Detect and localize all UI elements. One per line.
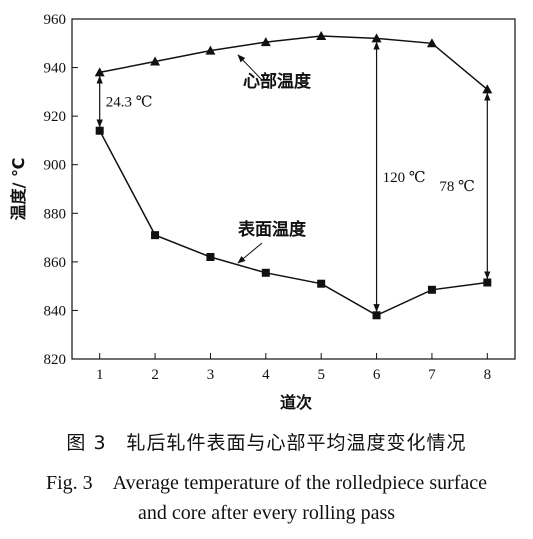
surface-temperature-point: [372, 311, 381, 320]
difference-label: 24.3 ℃: [106, 95, 153, 111]
surface-label-leader: [237, 242, 263, 264]
core-temperature-point: [316, 31, 327, 40]
difference-label: 120 ℃: [383, 170, 426, 186]
x-tick-label: 7: [428, 367, 436, 383]
y-tick-label: 880: [44, 206, 67, 222]
surface-temperature-point: [95, 126, 104, 135]
core-temperature-point: [260, 37, 271, 47]
temperature-difference-annotations: 24.3 ℃ 120 ℃ 78 ℃: [96, 41, 491, 313]
core-temperature-point: [371, 33, 382, 43]
x-tick-label: 5: [317, 367, 325, 383]
surface-temperature-point: [427, 285, 436, 294]
difference-label: 78 ℃: [439, 179, 475, 195]
figure-caption-english-line1: Fig. 3 Average temperature of the rolled…: [45, 472, 488, 494]
surface-temperature-point: [151, 231, 160, 240]
x-tick-label: 4: [262, 367, 270, 383]
y-tick-label: 960: [44, 12, 67, 28]
x-tick-label: 3: [207, 367, 215, 383]
core-temperature-point: [205, 45, 216, 55]
y-axis-label: 温度/ ℃: [9, 158, 28, 222]
x-axis-ticks: 1 2 3 4 5 6 7 8: [96, 353, 491, 383]
figure-caption-english-line2: and core after every rolling pass: [137, 502, 396, 524]
plot-frame: [71, 18, 516, 360]
x-tick-label: 6: [373, 367, 381, 383]
x-axis-label: 道次: [280, 393, 312, 412]
surface-temperature-point: [206, 253, 215, 261]
x-tick-label: 8: [484, 367, 492, 383]
temperature-chart: 820 840 860 880 900 920 940 960 1 2 3 4 5 6 7 8 24.3 ℃…: [9, 12, 516, 412]
y-tick-label: 840: [44, 303, 67, 319]
x-tick-label: 2: [151, 367, 159, 383]
x-tick-label: 1: [96, 367, 104, 383]
surface-temperature-line: [99, 130, 488, 317]
surface-temperature-point: [261, 268, 270, 277]
core-label-leader: [237, 54, 263, 81]
core-temperature-line: [99, 35, 488, 90]
figure-caption-chinese: 图 3 轧后轧件表面与心部平均温度变化情况: [66, 432, 467, 454]
y-tick-label: 860: [44, 255, 67, 271]
y-tick-label: 820: [44, 352, 67, 368]
surface-temperature-label: 表面温度: [238, 219, 307, 240]
y-tick-label: 920: [44, 109, 67, 125]
y-axis-ticks: 820 840 860 880 900 920 940 960: [44, 12, 78, 368]
core-temperature-point: [150, 56, 161, 66]
data-series: [94, 31, 493, 320]
core-temperature-point: [426, 38, 437, 48]
y-tick-label: 940: [44, 61, 67, 77]
core-temperature-point: [482, 84, 493, 94]
core-temperature-point: [94, 67, 105, 77]
y-tick-label: 900: [44, 158, 67, 174]
surface-temperature-point: [483, 278, 492, 287]
surface-temperature-point: [317, 279, 326, 288]
core-temperature-label: 心部温度: [243, 71, 312, 92]
